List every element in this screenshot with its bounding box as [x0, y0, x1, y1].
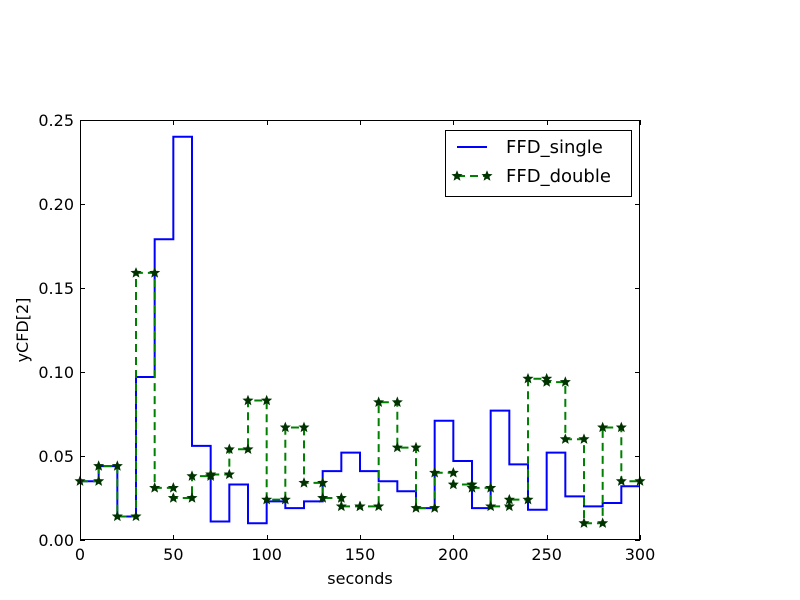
data-point-ffd-double-26-end — [578, 433, 590, 444]
data-point-ffd-double-21-end — [485, 482, 497, 493]
data-point-ffd-double-7-end — [223, 468, 235, 480]
data-point-ffd-double-16-start — [373, 396, 385, 407]
data-point-ffd-double-11-start — [279, 421, 291, 433]
data-point-ffd-double-15-start — [354, 500, 366, 512]
data-point-ffd-double-12-start — [298, 477, 310, 488]
x-tick-label: 0 — [75, 545, 85, 564]
x-axis-label: seconds — [327, 569, 392, 588]
data-point-ffd-double-9-start — [242, 394, 254, 406]
data-point-ffd-double-9-end — [261, 394, 273, 406]
data-point-ffd-double-24-start — [522, 372, 534, 384]
data-point-ffd-double-3-start — [130, 267, 142, 278]
legend-box — [445, 130, 632, 197]
legend: FFD_single FFD_double — [445, 130, 632, 197]
series-ffd-double — [74, 267, 646, 528]
data-point-ffd-double-1-end — [111, 460, 123, 471]
y-tick-label: 0.15 — [38, 279, 74, 298]
y-axis-label: yCFD[2] — [13, 298, 32, 363]
data-point-ffd-double-8-start — [223, 443, 235, 454]
series-line-ffd-single — [80, 135, 640, 525]
legend-label-ffd-double: FFD_double — [506, 166, 611, 187]
series-ffd-single — [80, 135, 640, 525]
data-point-ffd-double-10-start — [261, 493, 273, 505]
data-point-ffd-double-13-start — [317, 492, 329, 503]
data-point-ffd-double-1-start — [93, 460, 105, 471]
data-point-ffd-double-17-start — [391, 441, 403, 453]
x-tick-label: 200 — [438, 545, 469, 564]
x-tick-label: 300 — [625, 545, 656, 564]
legend-label-ffd-single: FFD_single — [506, 137, 603, 158]
data-point-ffd-double-17-end — [410, 441, 422, 453]
data-point-ffd-double-0-end — [93, 475, 105, 486]
data-point-ffd-double-8-end — [242, 443, 254, 454]
series-line-ffd-double — [80, 271, 640, 525]
data-point-ffd-double-4-end — [167, 482, 179, 493]
data-point-ffd-double-23-start — [503, 493, 515, 505]
data-point-ffd-double-23-end — [522, 493, 534, 505]
data-point-ffd-double-27-start — [578, 517, 590, 528]
data-point-ffd-double-19-end — [447, 466, 459, 478]
y-tick-label: 0.20 — [38, 195, 74, 214]
data-point-ffd-double-19-start — [429, 466, 441, 478]
data-point-ffd-double-11-end — [298, 421, 310, 433]
series-layer — [74, 135, 646, 528]
data-point-ffd-double-5-start — [167, 492, 179, 503]
data-point-ffd-double-12-end — [317, 477, 329, 488]
data-point-ffd-double-10-end — [279, 493, 291, 505]
data-point-ffd-double-28-start — [597, 421, 609, 433]
data-point-ffd-double-6-start — [186, 470, 198, 481]
y-tick-label: 0.10 — [38, 363, 74, 382]
data-point-ffd-double-18-start — [410, 502, 422, 513]
data-point-ffd-double-4-start — [149, 482, 161, 493]
legend-marker-ffd-double — [451, 170, 463, 181]
data-point-ffd-double-27-end — [597, 517, 609, 528]
data-point-ffd-double-2-end — [130, 510, 142, 522]
data-point-ffd-double-22-end — [503, 500, 515, 512]
data-point-ffd-double-14-start — [335, 500, 347, 512]
data-point-ffd-double-2-start — [111, 510, 123, 522]
data-point-ffd-double-7-start — [205, 468, 217, 480]
x-tick-label: 150 — [345, 545, 376, 564]
data-point-ffd-double-29-start — [615, 475, 627, 486]
legend-marker-ffd-double — [481, 170, 493, 181]
data-point-ffd-double-13-end — [335, 492, 347, 503]
data-point-ffd-double-3-end — [149, 267, 161, 278]
data-point-ffd-double-22-start — [485, 500, 497, 512]
x-tick-label: 100 — [251, 545, 282, 564]
data-point-ffd-double-26-start — [559, 433, 571, 444]
x-tick-label: 50 — [163, 545, 183, 564]
y-tick-label: 0.25 — [38, 111, 74, 130]
data-point-ffd-double-28-end — [615, 421, 627, 433]
data-point-ffd-double-21-start — [466, 482, 478, 493]
x-tick-label: 250 — [531, 545, 562, 564]
data-point-ffd-double-5-end — [186, 492, 198, 503]
data-point-ffd-double-16-end — [391, 396, 403, 407]
y-tick-label: 0.00 — [38, 531, 74, 550]
axis-ticks: 0 50 100 150 200 250 300 0.00 0.05 0.10 0.15 0.20 0.… — [38, 111, 655, 564]
data-point-ffd-double-15-end — [373, 500, 385, 512]
data-point-ffd-double-18-end — [429, 502, 441, 513]
y-tick-label: 0.05 — [38, 447, 74, 466]
data-point-ffd-double-25-end — [559, 376, 571, 387]
data-point-ffd-double-20-start — [447, 478, 459, 490]
data-point-ffd-double-25-start — [541, 376, 553, 387]
